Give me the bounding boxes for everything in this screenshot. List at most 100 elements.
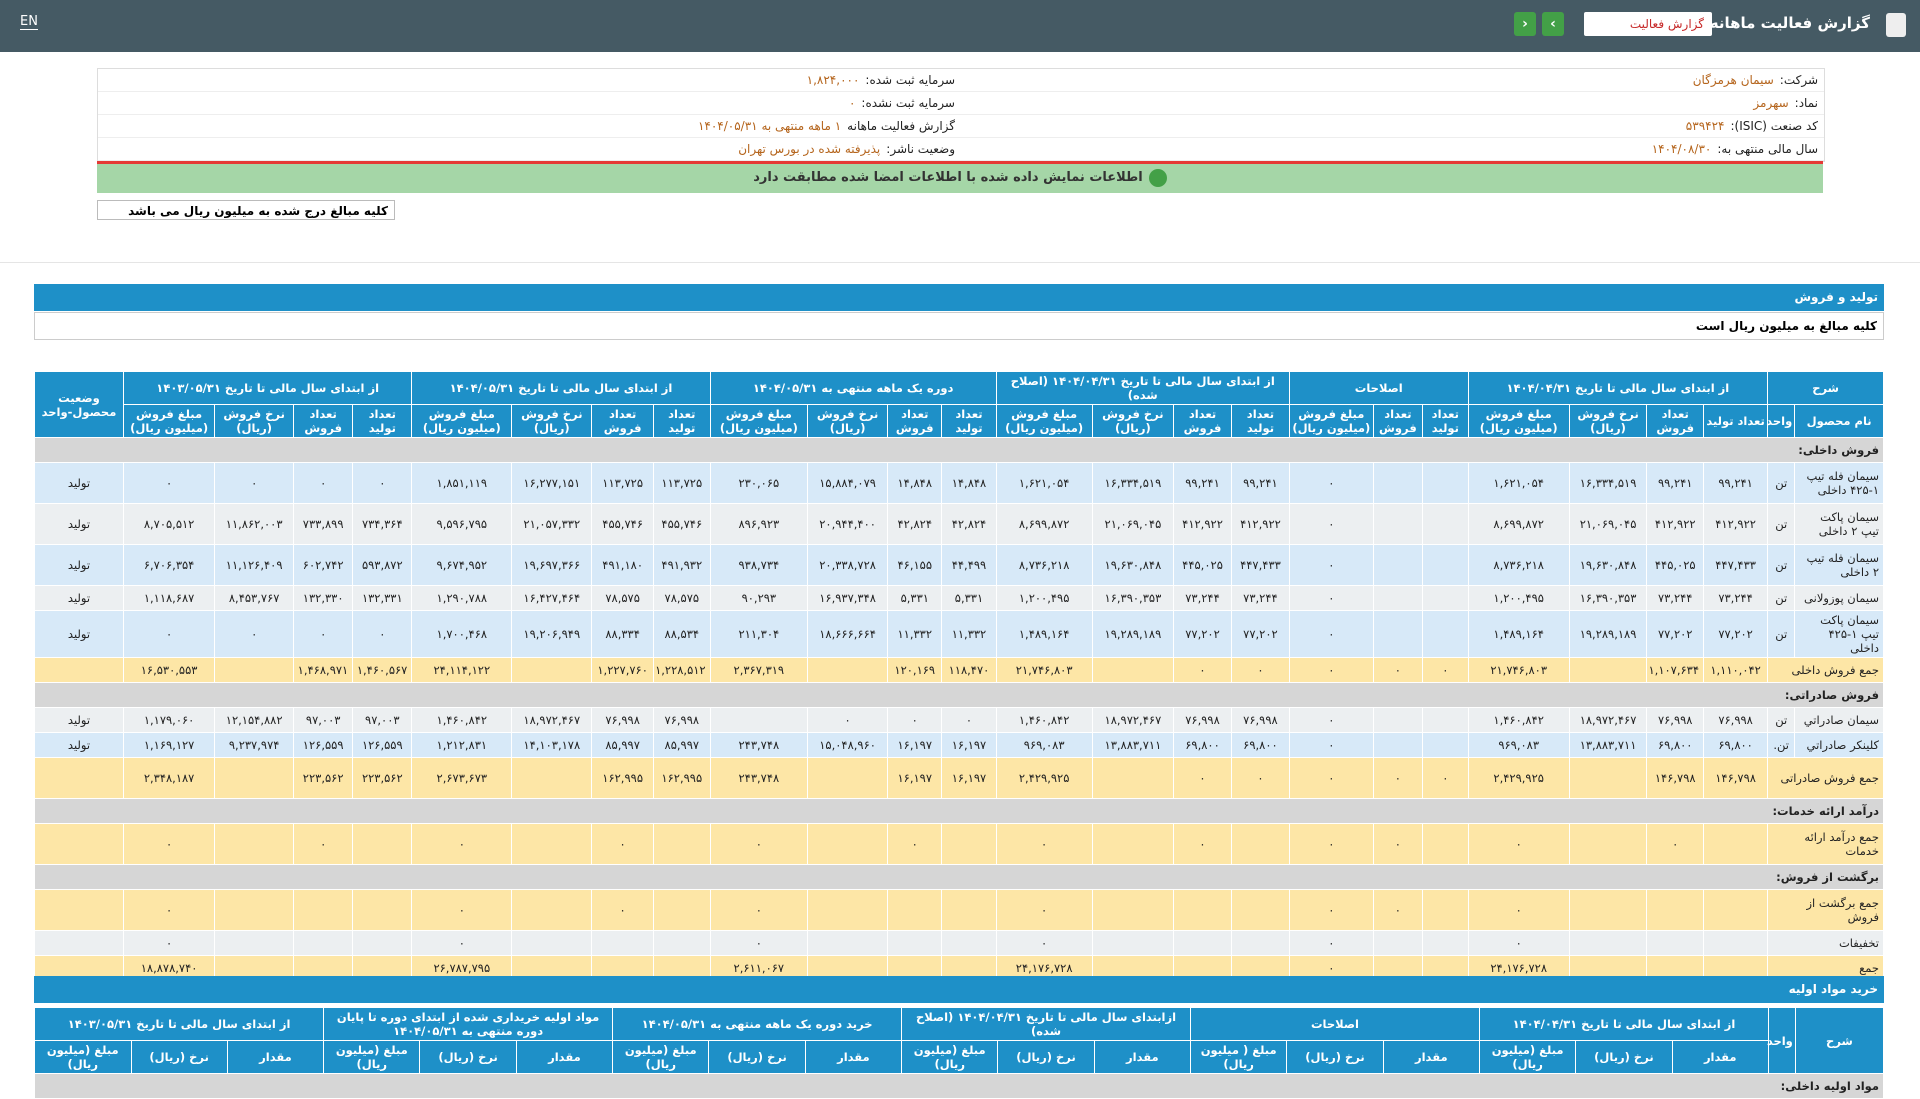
cell [807,930,889,956]
cell: ۲۱۱,۳۰۴ [709,610,809,658]
cell [214,823,295,865]
product-name: سیمان فله تیپ ۱-۴۲۵ داخلی [1794,462,1884,504]
group-header: از ابتدای سال مالی تا تاریخ ۱۴۰۴/۰۴/۳۱ [1478,1007,1769,1041]
cell: ۶۹,۸۰۰ [1703,732,1769,758]
cell: ۰ [122,610,216,658]
column-header: تعداد تولید [1422,404,1469,438]
section-subtitle: کلیه مبالغ به میلیون ریال است [34,312,1884,340]
cell [1422,823,1469,865]
info-row: کد صنعت (ISIC): ۵۳۹۴۲۴ گزارش فعالیت ماهانه… [98,115,1824,138]
cell [807,889,889,931]
report-select[interactable]: گزارش فعالیت [1584,12,1712,36]
cell: ۰ [1372,757,1424,799]
cell [352,823,413,865]
cell: ۰ [591,889,654,931]
cell: ۱۹,۲۰۶,۹۴۹ [511,610,593,658]
cell [1230,889,1290,931]
cell: ۱,۲۲۷,۷۶۰ [591,657,654,683]
column-header: تعداد تولید [652,404,711,438]
cell: ۲,۳۶۷,۳۱۹ [709,657,809,683]
cell [511,757,593,799]
cell: ۱,۴۶۰,۵۶۷ [352,657,413,683]
language-toggle[interactable]: EN [20,14,38,30]
cell: ۷۳۳,۸۹۹ [293,503,354,545]
cell: ۲,۴۲۹,۹۲۵ [995,757,1093,799]
cell: ۱,۲۹۰,۷۸۸ [411,585,513,611]
cell [1372,610,1424,658]
cell: ۱۳۲,۳۳۱ [352,585,413,611]
cell: ۸۹۶,۹۲۳ [709,503,809,545]
cell: ۲,۴۲۹,۹۲۵ [1467,757,1570,799]
cell: ۰ [1467,889,1570,931]
cell: ۱۶,۳۹۰,۳۵۳ [1568,585,1648,611]
product-name: سیمان پوزولانی [1794,585,1884,611]
info-value: ۱ ماهه منتهی به ۱۴۰۴/۰۵/۳۱ [697,119,842,133]
status: تولید [34,503,124,545]
cell [1173,889,1232,931]
cell: ۷۷,۲۰۲ [1703,610,1769,658]
info-icon [1148,168,1167,187]
cell: ۱۶,۱۹۷ [941,757,997,799]
cell: ۶۹,۸۰۰ [1646,732,1705,758]
cell: ۰ [1288,657,1374,683]
group-header: اصلاحات [1189,1007,1480,1041]
cell: ۷۶,۹۹۸ [1230,707,1290,733]
cell [1091,657,1175,683]
column-header: نرخ (ریال) [419,1040,517,1074]
data-row: سیمان پاکت تیپ ۱-۴۲۵ داخلی تن ۷۷,۲۰۲ ۷۷,۲۰۲… [34,610,1884,658]
column-header: مبلغ (میلیون ریال) [901,1040,999,1074]
cell: ۷۶,۹۹۸ [652,707,711,733]
cell: ۱۶,۱۹۷ [941,732,997,758]
group-header: از ابتدای سال مالی تا تاریخ ۱۴۰۳/۰۵/۳۱ [33,1007,325,1041]
cell [1568,930,1648,956]
column-header: نرخ فروش (ریال) [1568,404,1648,438]
top-bar: گزارش فعالیت ماهانه گزارش فعالیت › ‹ EN [0,0,1920,52]
cell: ۱۱,۳۳۲ [941,610,997,658]
cell: ۲۴۳,۷۴۸ [709,732,809,758]
group-header: اصلاحات [1288,371,1469,405]
row-label: جمع برگشت از فروش [1767,889,1884,931]
cell [1703,930,1769,956]
cell: ۱۹,۶۳۰,۸۴۸ [1568,544,1648,586]
cell: ۰ [995,930,1093,956]
column-header: تعداد تولید [1230,404,1290,438]
cell: ۰ [1288,610,1374,658]
column-header: نرخ (ریال) [997,1040,1095,1074]
info-cell: کد صنعت (ISIC): ۵۳۹۴۲۴ [961,115,1824,137]
cell: ۰ [122,823,216,865]
cell: ۴۱۲,۹۲۲ [1703,503,1769,545]
cell [1422,503,1469,545]
cell: ۰ [122,462,216,504]
cell: ۱,۴۶۰,۸۴۲ [411,707,513,733]
cell: ۰ [709,889,809,931]
column-header: نام محصول [1794,404,1884,438]
next-button[interactable]: › [1542,12,1564,36]
cell: ۰ [122,889,216,931]
cell: ۱,۶۲۱,۰۵۴ [995,462,1093,504]
cell [652,823,711,865]
cell: ۷۷,۲۰۲ [1230,610,1290,658]
cell: ۹,۲۳۷,۹۷۴ [214,732,295,758]
cell: ۱,۲۲۸,۵۱۲ [652,657,711,683]
cell: ۶۰۲,۷۴۲ [293,544,354,586]
cell: ۱,۴۶۰,۸۴۲ [995,707,1093,733]
cell: ۱۶,۳۹۰,۳۵۳ [1091,585,1175,611]
header-row: شرح واحد از ابتدای سال مالی تا تاریخ ۱۴۰۴/… [33,1007,1885,1074]
cell: ۹,۵۹۶,۷۹۵ [411,503,513,545]
prev-button[interactable]: ‹ [1514,12,1536,36]
info-row: شرکت: سیمان هرمزگان سرمایه ثبت شده: ۱,۸۲۴,۰… [98,69,1824,92]
cell [941,889,997,931]
cell [352,889,413,931]
cell: ۰ [1288,732,1374,758]
cell: ۶۹,۸۰۰ [1173,732,1232,758]
info-label: سرمایه ثبت نشده: [861,96,955,110]
total-row: جمع درآمد ارائه خدمات ۰ ۰ ۰ ۰ ۰ ۰ ۰ ۰ ۰ ۰ ۰ ۰ [34,823,1884,865]
cell [511,930,593,956]
section-row: مواد اولیه داخلی: [34,1073,1884,1099]
cell: ۱,۷۰۰,۴۶۸ [411,610,513,658]
cell: ۶,۷۰۶,۳۵۴ [122,544,216,586]
cell: ۲۱,۷۴۶,۸۰۳ [1467,657,1570,683]
cell: ۵,۳۳۱ [887,585,943,611]
cell: ۰ [1422,657,1469,683]
cell: ۰ [411,930,513,956]
